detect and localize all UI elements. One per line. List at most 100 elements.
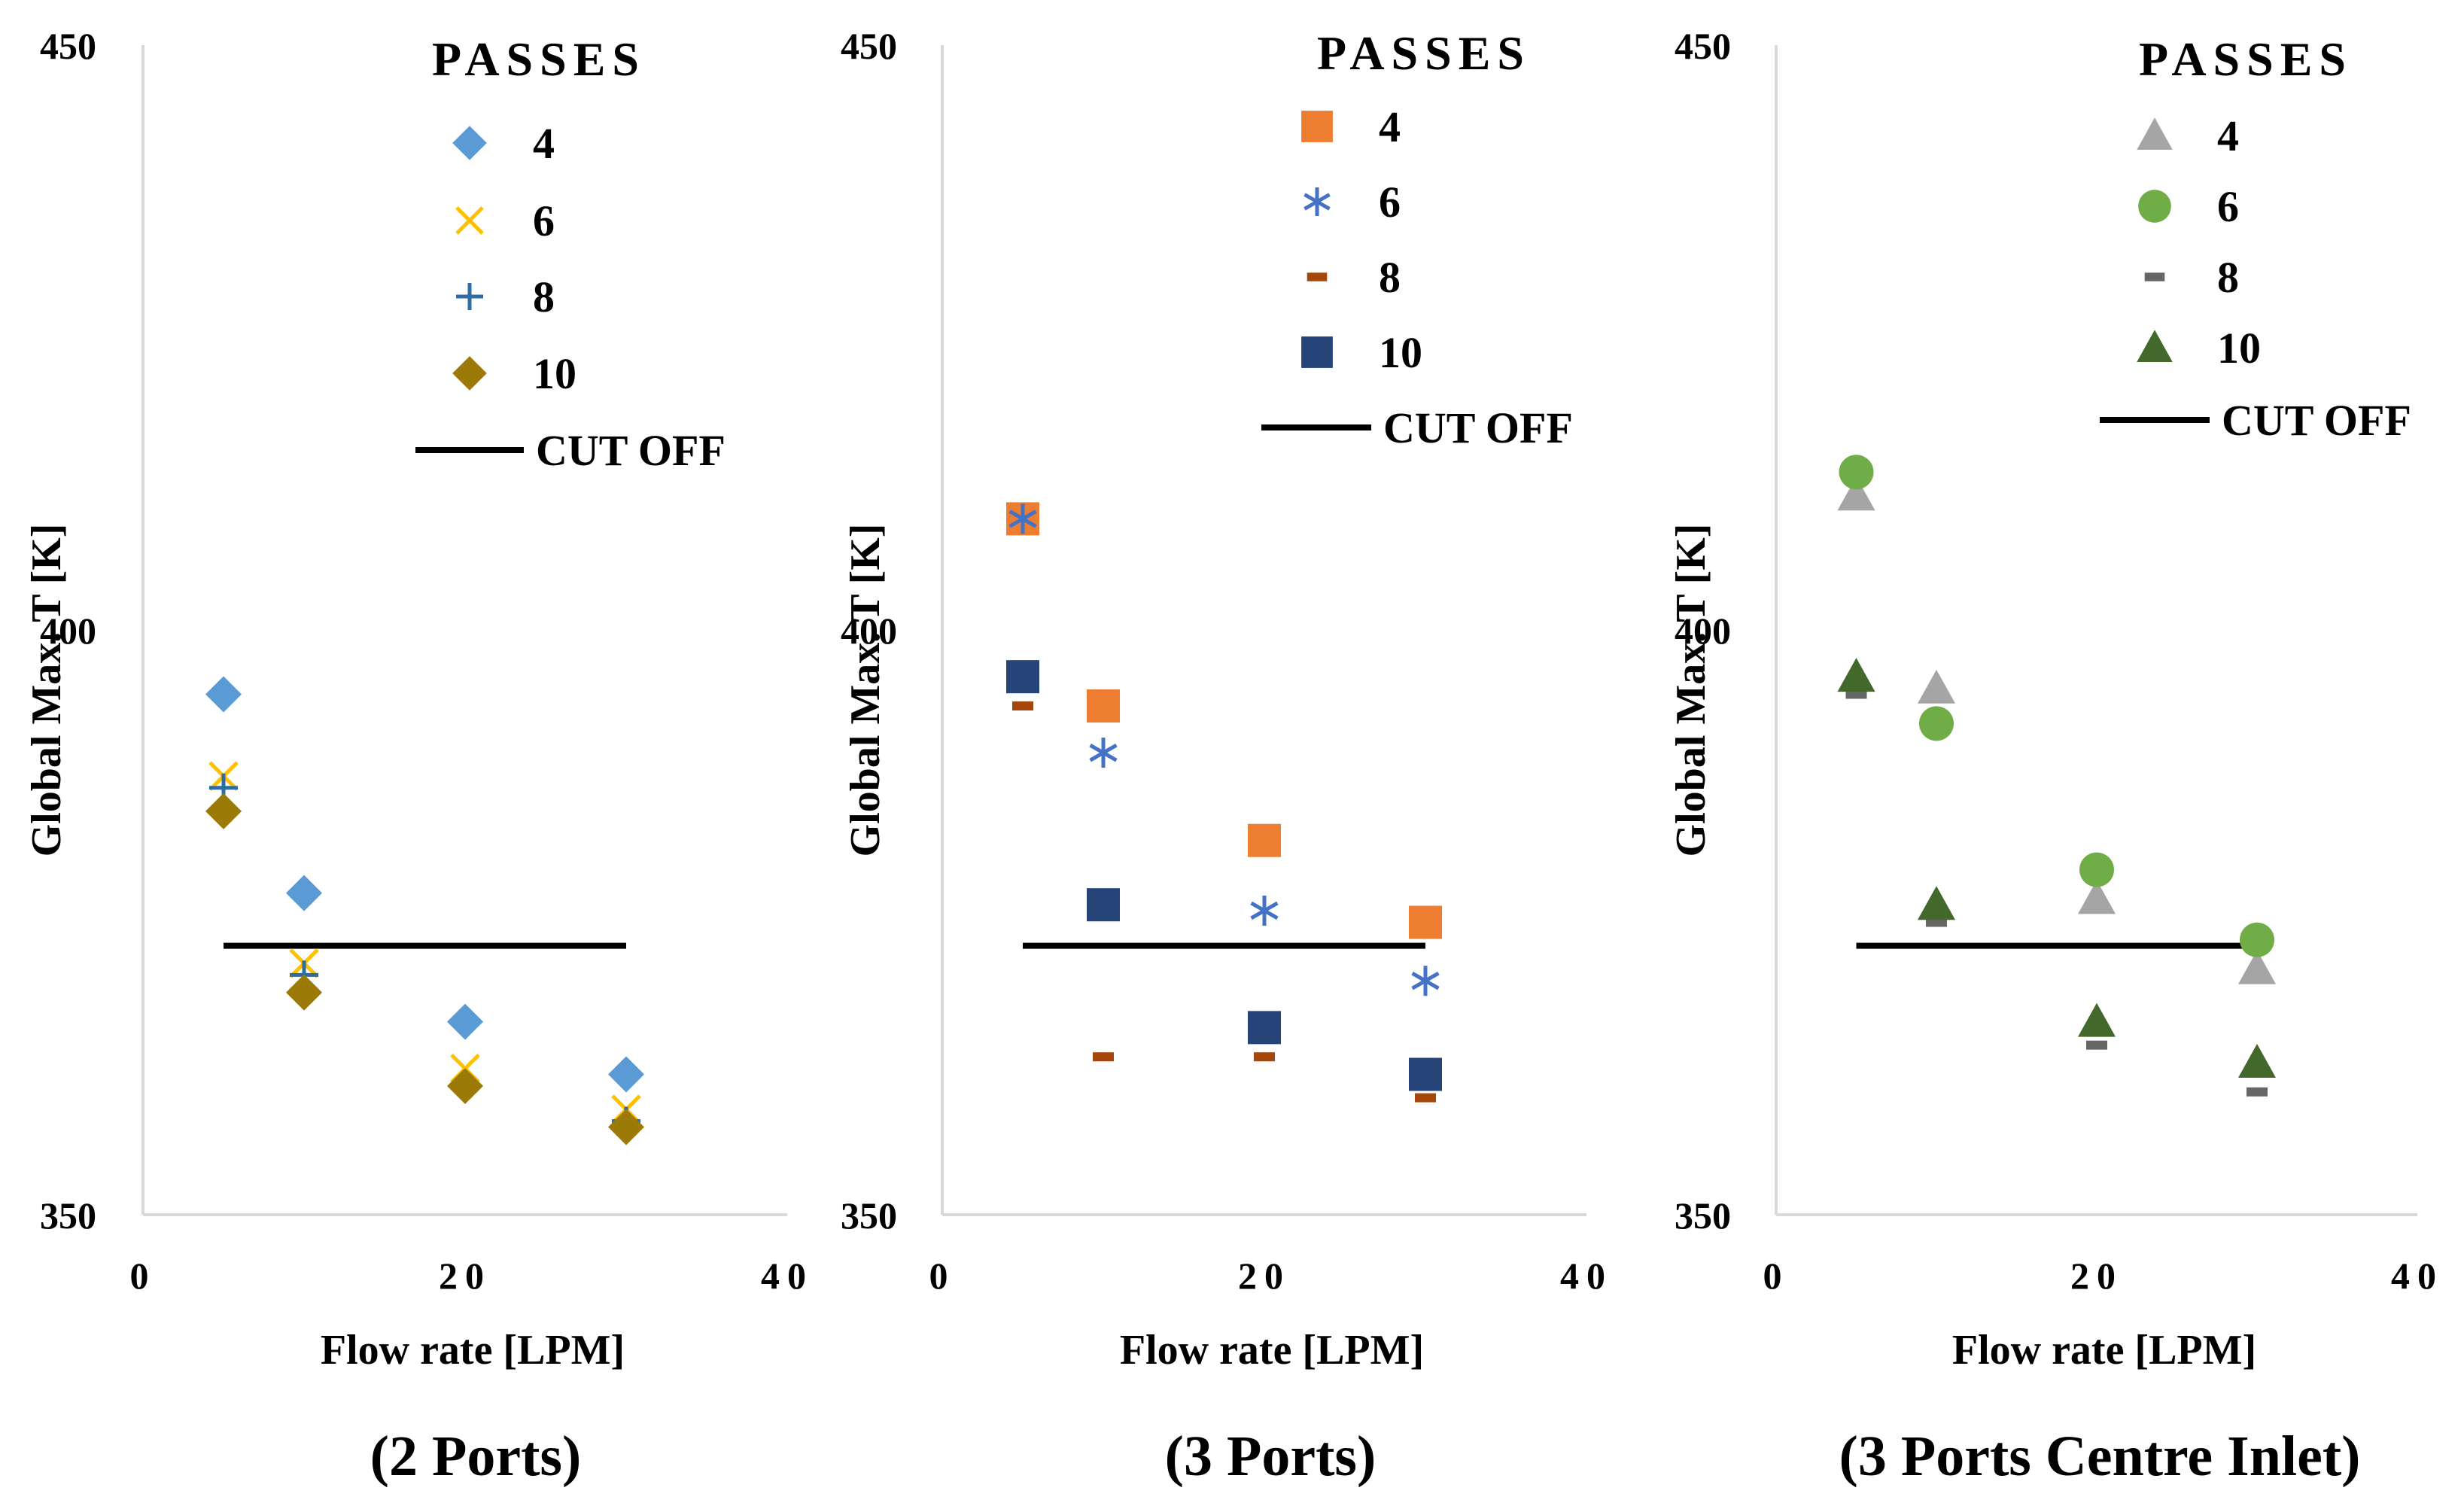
x-tick-label: 20 [439,1255,491,1297]
legend-marker [455,206,484,235]
data-point [2079,852,2114,887]
data-point [1250,895,1279,926]
series-4 [1006,502,1442,939]
legend-marker [2137,330,2173,362]
y-axis-label: Global Max. T [K] [842,524,889,857]
y-tick-label: 350 [841,1194,897,1237]
data-point [608,1056,644,1093]
y-tick-label: 450 [40,25,96,67]
legend-marker [2138,190,2171,223]
legend-label: 6 [533,196,555,245]
series-10 [1837,658,2276,1078]
data-point [2078,880,2116,914]
series-4 [205,676,644,1093]
legend-label: 10 [1379,328,1422,377]
legend-label: 8 [533,272,555,321]
x-tick-label: 40 [2391,1255,2444,1297]
chart-title: (3 Ports Centre Inlet) [1839,1425,2361,1488]
legend-marker [1301,336,1333,368]
x-axis-label: Flow rate [LPM] [321,1327,625,1374]
x-tick-label: 0 [130,1255,157,1297]
legend-marker [2144,272,2165,281]
data-point [205,676,242,713]
y-tick-label: 450 [841,25,897,67]
legend-marker [452,126,487,160]
legend-cutoff-label: CUT OFF [1383,403,1573,452]
data-point [1248,1011,1281,1045]
chart-panel-2: 350 400 450 0 20 40 Flow rate [LPM] Global Max.… [841,25,1613,1488]
legend-cutoff-label: CUT OFF [536,426,726,475]
series-8 [209,773,640,1136]
data-point [2078,1002,2116,1037]
legend: PASSES 4 6 8 10 CUT OFF [415,32,726,475]
legend-marker [452,356,487,391]
series-8 [1845,689,2268,1097]
legend-label: 6 [1379,178,1401,227]
legend-marker [2137,117,2173,150]
legend-marker [1301,111,1333,142]
series-6 [1839,455,2274,957]
series-10 [205,793,644,1145]
data-point [447,1003,483,1040]
legend-label: 6 [2217,182,2239,231]
legend-title: PASSES [432,32,646,86]
chart-panel-3: 350 400 450 0 20 40 Flow rate [LPM] Global Max.… [1668,25,2444,1488]
data-point [1409,1057,1442,1091]
data-point [1919,706,1954,741]
series-4 [1837,476,2276,984]
chart-panel-1: 350 400 450 0 20 40 Flow rate [LPM] Global Max.… [23,25,814,1488]
legend-label: 4 [1379,102,1401,151]
data-point [286,875,322,911]
legend-marker [455,282,484,311]
x-tick-label: 40 [1560,1255,1613,1297]
data-point [1089,738,1118,768]
data-point [1087,689,1120,723]
y-axis-label: Global Max. T [K] [1668,524,1714,857]
legend-title: PASSES [2139,32,2353,86]
legend-marker [1307,272,1328,281]
data-point [1415,1093,1436,1103]
x-tick-label: 20 [1238,1255,1291,1297]
series-6 [1008,503,1440,996]
x-axis-label: Flow rate [LPM] [1952,1327,2256,1374]
series-8 [1012,701,1436,1103]
legend-cutoff-label: CUT OFF [2222,396,2411,445]
data-point [1918,886,1955,920]
legend-label: 8 [1379,253,1401,302]
x-axis-label: Flow rate [LPM] [1120,1327,1424,1374]
data-point [447,1068,483,1105]
y-tick-label: 350 [1675,1194,1731,1237]
legend-label: 10 [2217,324,2261,373]
x-tick-label: 40 [761,1255,814,1297]
data-point [1837,476,1875,511]
data-point [1845,689,1867,699]
data-point [1248,823,1281,857]
y-tick-label: 400 [841,610,897,652]
legend-label: 4 [2217,111,2239,160]
data-point [608,1109,644,1145]
legend-marker [1303,187,1331,216]
y-tick-label: 400 [1675,610,1731,652]
legend-label: 8 [2217,253,2239,302]
data-point [2238,1043,2276,1078]
data-point [1006,660,1039,694]
data-point [1409,905,1442,939]
series-10 [1006,660,1442,1091]
x-tick-label: 0 [929,1255,956,1297]
data-point [1093,1052,1114,1062]
data-point [2240,922,2274,957]
data-point [1012,701,1033,711]
data-point [205,793,242,829]
data-point [286,974,322,1011]
y-tick-label: 350 [40,1194,96,1237]
x-tick-label: 20 [2070,1255,2123,1297]
y-axis-label: Global Max. T [K] [23,524,70,857]
data-point [2246,1087,2268,1097]
data-point [1926,917,1947,927]
chart-title: (3 Ports) [1165,1425,1376,1488]
data-point [1411,966,1440,996]
data-point [1839,455,1874,490]
data-point [1918,669,1955,704]
